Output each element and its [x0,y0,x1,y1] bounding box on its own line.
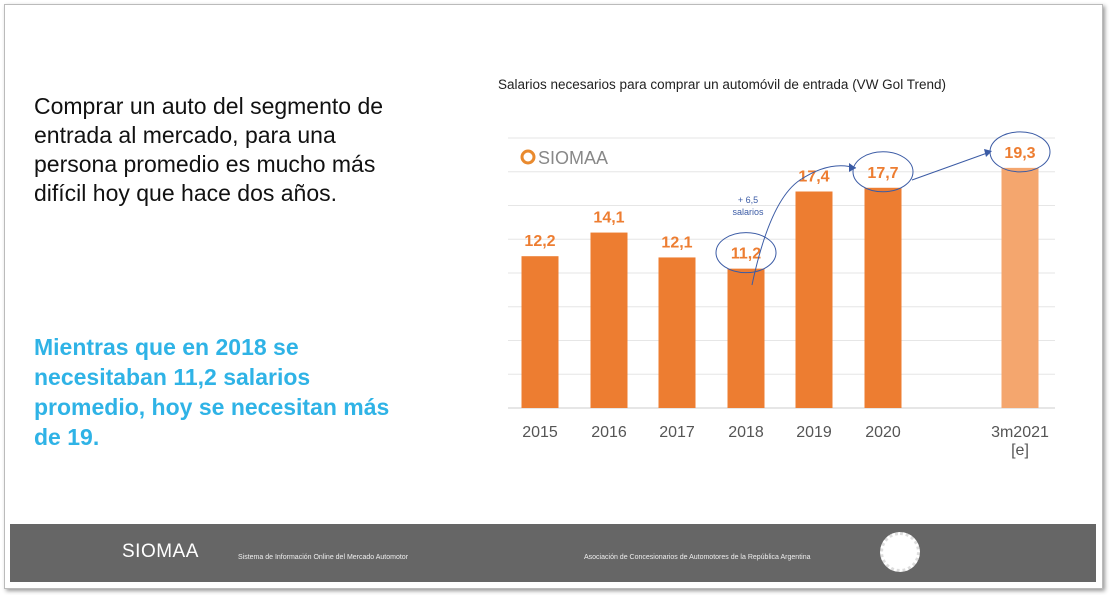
data-label: 17,7 [867,165,898,182]
bar-2017 [658,257,696,408]
data-label: 14,1 [593,210,624,227]
x-tick-label: 2017 [659,424,695,441]
bar-2015 [521,256,559,408]
lead-text: Comprar un auto del segmento de entrada … [34,93,384,206]
bar-2020 [864,187,902,408]
data-label: 12,2 [524,233,555,250]
x-tick-label: 2020 [865,424,901,441]
trend-arrow [911,151,991,181]
footer-right-text: Asociación de Concesionarios de Automoto… [584,554,811,561]
increase-arrow [751,165,857,286]
highlight-text: Mientras que en 2018 se necesitaban 11,2… [34,334,390,450]
highlight-circle [715,232,777,274]
data-label: 19,3 [1004,145,1035,162]
bar-2016 [590,232,628,408]
data-label: 17,4 [798,169,829,186]
footer-left-text: Sistema de Información Online del Mercad… [238,554,409,561]
footer: SIOMAA Sistema de Información Online del… [10,524,1096,582]
siomaa-logo-icon [520,149,536,165]
annotation-line2: salarios [732,207,764,217]
x-tick-label: 2016 [591,424,627,441]
bar-2018 [727,268,765,408]
x-tick-label: 2018 [728,424,764,441]
bar-3m2021-e- [1001,167,1039,408]
siomaa-watermark: SIOMAA [538,148,608,168]
bar-chart: SIOMAA 12,2 14,1 12,1 11,2 17,4 17,7 19,3 2015… [508,131,1055,459]
trend-arrow-head [984,149,992,157]
x-tick-label: 2019 [796,424,832,441]
x-tick-label: 3m2021 [991,424,1049,441]
data-label: 12,1 [661,234,692,251]
association-seal-icon [880,532,920,572]
x-tick-label: 2015 [522,424,558,441]
increase-arrow-head [849,163,856,172]
footer-logo: SIOMAA [122,541,199,562]
annotation-line1: + 6,5 [738,195,758,205]
highlight-circle [852,151,914,193]
data-label: 11,2 [731,246,761,263]
x-tick-label: [e] [1011,442,1029,459]
chart-title: Salarios necesarios para comprar un auto… [498,77,946,92]
bar-2019 [795,191,833,408]
